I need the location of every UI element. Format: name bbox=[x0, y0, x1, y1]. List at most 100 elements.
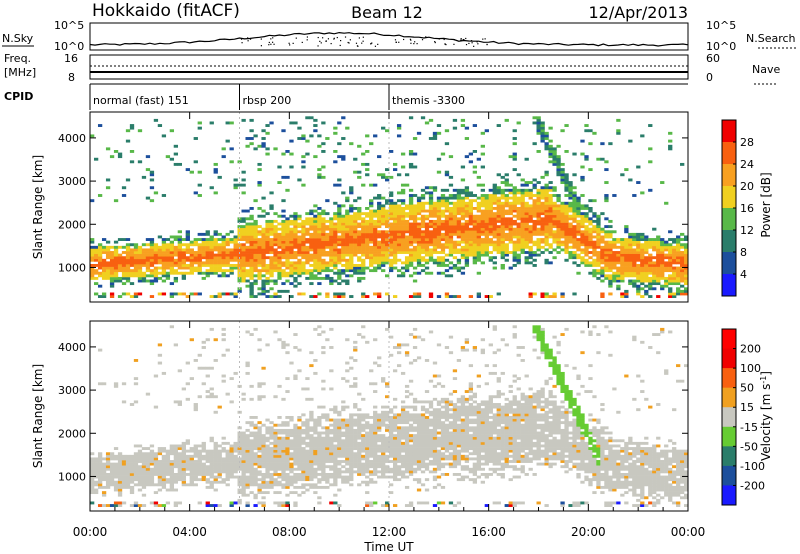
power-cell bbox=[552, 209, 557, 213]
power-cell bbox=[97, 256, 103, 260]
vel-cell bbox=[313, 462, 318, 466]
power-cell bbox=[313, 240, 318, 244]
power-cell bbox=[301, 240, 306, 244]
vel-cell bbox=[293, 491, 298, 495]
power-cell bbox=[261, 251, 266, 254]
power-cell bbox=[412, 204, 418, 208]
power-cell bbox=[464, 188, 470, 192]
power-cell bbox=[237, 219, 242, 223]
power-cell bbox=[584, 230, 589, 234]
power-cell bbox=[436, 256, 442, 260]
power-cell bbox=[496, 235, 501, 239]
power-cell bbox=[333, 292, 338, 296]
nsearch-dot bbox=[395, 41, 397, 43]
vel-cell bbox=[265, 457, 270, 461]
power-cell bbox=[257, 253, 262, 257]
vel-cell bbox=[297, 426, 302, 430]
power-cell bbox=[381, 126, 386, 130]
power-cell bbox=[293, 240, 298, 244]
power-cell bbox=[197, 232, 202, 236]
power-cell bbox=[488, 256, 493, 260]
power-cell bbox=[305, 240, 310, 244]
power-cell bbox=[321, 251, 326, 254]
power-cell bbox=[612, 230, 617, 234]
power-cell bbox=[400, 238, 406, 241]
power-cell bbox=[664, 253, 669, 257]
power-cell bbox=[345, 217, 350, 221]
power-cell bbox=[404, 214, 410, 218]
power-cell bbox=[436, 264, 442, 267]
vel-cell bbox=[273, 330, 278, 334]
power-cell bbox=[309, 225, 314, 229]
power-cell bbox=[345, 227, 350, 231]
power-cell bbox=[113, 261, 119, 265]
power-cell bbox=[416, 264, 422, 267]
power-cell bbox=[448, 219, 454, 223]
power-cell bbox=[357, 269, 362, 273]
power-cell bbox=[345, 240, 350, 244]
vel-cell bbox=[197, 501, 202, 505]
power-cell bbox=[532, 204, 537, 208]
power-cell bbox=[169, 269, 175, 273]
nsearch-dot bbox=[330, 42, 332, 45]
power-cell bbox=[580, 240, 585, 244]
power-cell bbox=[277, 289, 282, 293]
power-cell bbox=[261, 287, 266, 291]
vel-cell bbox=[249, 473, 254, 476]
power-cell bbox=[261, 289, 266, 293]
power-cell bbox=[341, 256, 346, 260]
power-cell bbox=[408, 222, 414, 226]
power-cell bbox=[265, 212, 270, 216]
power-cell bbox=[253, 258, 258, 262]
power-cell bbox=[305, 245, 310, 249]
power-cell bbox=[185, 271, 190, 275]
vel-cell bbox=[149, 454, 155, 458]
power-cell bbox=[209, 186, 214, 190]
vel-cell bbox=[237, 462, 242, 466]
power-cell bbox=[361, 245, 366, 249]
power-cell bbox=[261, 214, 266, 218]
power-cell bbox=[385, 222, 390, 226]
power-cell bbox=[361, 253, 366, 257]
power-cell bbox=[249, 142, 254, 146]
vel-cell bbox=[189, 338, 194, 342]
power-cell bbox=[472, 214, 478, 218]
power-cell bbox=[668, 230, 673, 234]
power-cell bbox=[668, 292, 673, 296]
power-cell bbox=[400, 225, 406, 229]
vel-cell bbox=[173, 480, 179, 484]
power-cell bbox=[237, 235, 242, 239]
power-cell bbox=[345, 212, 350, 216]
power-cell bbox=[528, 191, 533, 195]
power-cell bbox=[273, 230, 278, 234]
power-cell bbox=[357, 222, 362, 226]
vel-cell bbox=[277, 441, 282, 445]
power-cell bbox=[484, 219, 489, 223]
power-cell bbox=[556, 209, 561, 213]
power-cell bbox=[333, 227, 338, 231]
power-cell bbox=[612, 276, 617, 280]
power-cell bbox=[229, 271, 234, 275]
power-cell bbox=[161, 266, 167, 270]
power-cell bbox=[193, 251, 198, 254]
vel-cell bbox=[329, 475, 334, 479]
vel-cell bbox=[273, 423, 278, 427]
power-cell bbox=[500, 209, 505, 213]
power-cell bbox=[440, 232, 446, 236]
power-cell bbox=[544, 258, 549, 262]
power-cell bbox=[273, 227, 278, 231]
nsearch-dot bbox=[333, 37, 335, 39]
power-cell bbox=[392, 230, 398, 234]
power-cell bbox=[113, 256, 119, 260]
power-cell bbox=[640, 269, 645, 273]
power-cell bbox=[640, 287, 645, 291]
vel-cell bbox=[97, 460, 103, 463]
vel-cell bbox=[137, 449, 143, 453]
power-cell bbox=[432, 222, 438, 226]
vel-cell bbox=[185, 454, 190, 458]
vel-cell bbox=[149, 501, 155, 505]
power-cell bbox=[149, 258, 155, 262]
power-cell bbox=[349, 264, 354, 267]
power-cell bbox=[337, 274, 342, 278]
power-cell bbox=[584, 214, 589, 218]
